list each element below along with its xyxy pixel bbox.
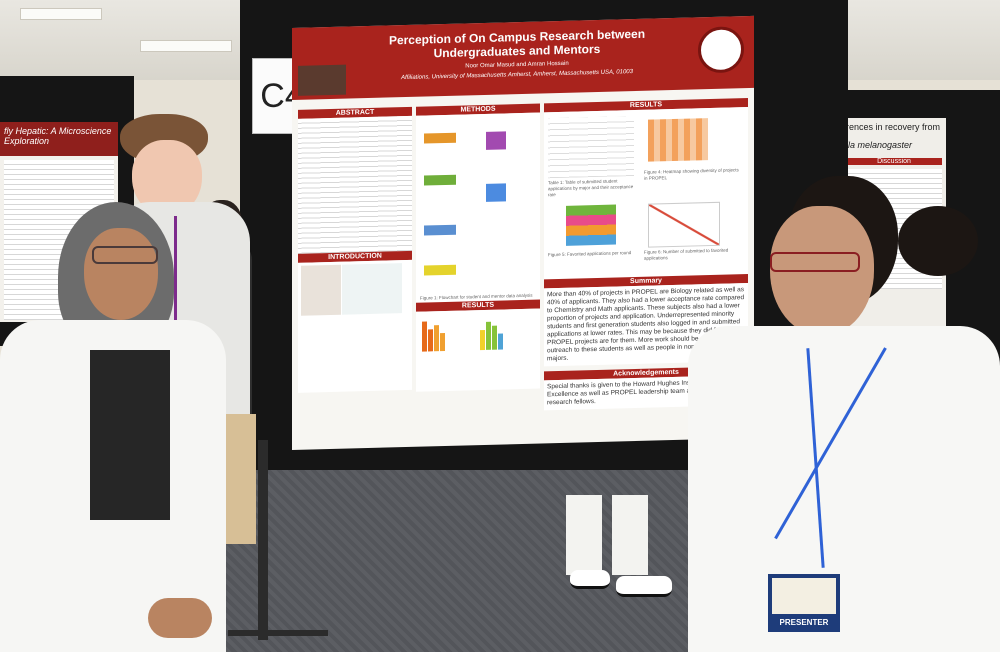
- shoe: [570, 570, 610, 589]
- table1: [548, 116, 634, 179]
- presenter-badge-label: PRESENTER: [779, 618, 829, 627]
- presenter-badge: PRESENTER: [768, 574, 840, 632]
- group-photo: [298, 64, 346, 96]
- bar-chart-small: [480, 319, 503, 351]
- research-poster: Perception of On Campus Research between…: [292, 15, 754, 451]
- board-stand: [258, 440, 268, 640]
- hands: [148, 598, 212, 638]
- results-mid-section: RESULTS: [416, 299, 540, 392]
- abstract-section: ABSTRACT: [298, 106, 412, 259]
- flow-box: [424, 132, 456, 144]
- pant-leg: [612, 495, 648, 575]
- white-shirt: [688, 326, 1000, 652]
- glasses-icon: [770, 252, 860, 272]
- poster-header: Perception of On Campus Research between…: [292, 15, 754, 100]
- methods-section: METHODS Figure 1: Flowchart for student …: [416, 103, 540, 306]
- intro-diagram: [342, 263, 403, 315]
- board-stand-foot: [228, 630, 328, 636]
- ceiling-light: [20, 8, 102, 20]
- methods-body: Figure 1: Flowchart for student and ment…: [416, 112, 540, 306]
- abstract-text: [298, 115, 412, 259]
- lanyard: [174, 216, 177, 326]
- results-mid-body: [416, 308, 540, 392]
- flow-box: [424, 264, 456, 276]
- poster-title: Perception of On Campus Research between…: [388, 26, 646, 61]
- heatmap: [648, 118, 708, 162]
- glasses-icon: [92, 246, 158, 264]
- right-poster-discussion: Discussion: [846, 158, 942, 165]
- left-poster-title: fly Hepatic: A Microscience Exploration: [0, 122, 118, 156]
- face: [84, 228, 158, 320]
- intro-figure: [301, 264, 341, 316]
- table1-caption: Table 1: Table of submitted student appl…: [548, 178, 634, 198]
- fig5-caption: Figure 5: Favorited applications per rou…: [548, 250, 632, 258]
- flow-box: [486, 131, 506, 150]
- university-seal-icon: [698, 26, 744, 74]
- stacked-bar-chart: [566, 204, 616, 246]
- presenter-woman-right: PRESENTER: [688, 176, 1000, 652]
- pant-leg: [566, 495, 602, 575]
- right-poster-subtitle: ila melanogaster: [846, 140, 913, 150]
- ceiling-light: [140, 40, 232, 52]
- badge-card: [772, 578, 836, 614]
- flow-box: [424, 174, 456, 186]
- black-scarf: [90, 350, 170, 520]
- flow-box: [424, 224, 456, 236]
- shoe: [616, 576, 672, 597]
- right-poster-title: rences in recovery from: [846, 122, 941, 132]
- introduction-section: INTRODUCTION: [298, 250, 412, 393]
- introduction-body: [298, 259, 412, 393]
- hair-bun: [898, 206, 978, 276]
- bar-chart-small: [422, 321, 445, 352]
- flow-box: [486, 183, 506, 202]
- woman-smiling-left: [0, 200, 230, 652]
